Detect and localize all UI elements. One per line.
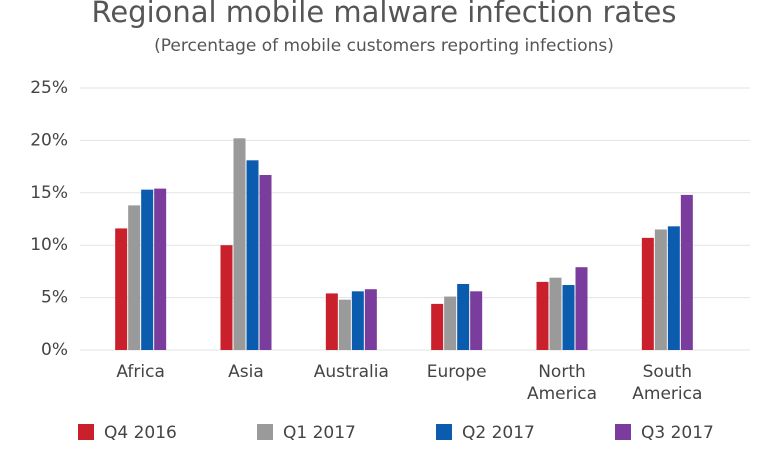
y-tick-label: 0% bbox=[41, 340, 68, 360]
bar bbox=[549, 277, 562, 350]
legend-label: Q1 2017 bbox=[283, 423, 356, 443]
bar bbox=[575, 267, 588, 350]
legend-swatch bbox=[436, 424, 452, 440]
bar bbox=[667, 226, 680, 350]
bar bbox=[444, 296, 457, 350]
bar bbox=[364, 289, 377, 350]
bar bbox=[246, 160, 259, 350]
bar bbox=[325, 293, 338, 350]
x-tick-label: Africa bbox=[116, 362, 165, 382]
x-tick-label: North America bbox=[526, 362, 598, 404]
y-tick-label: 20% bbox=[30, 130, 68, 150]
bar bbox=[680, 194, 693, 350]
bar bbox=[220, 245, 233, 350]
chart-subtitle: (Percentage of mobile customers reportin… bbox=[154, 36, 614, 56]
bar bbox=[431, 303, 444, 350]
bar bbox=[457, 283, 470, 350]
legend-label: Q3 2017 bbox=[641, 423, 714, 443]
bar bbox=[115, 228, 128, 350]
y-tick-label: 10% bbox=[30, 235, 68, 255]
legend-label: Q2 2017 bbox=[462, 423, 535, 443]
legend-swatch bbox=[615, 424, 631, 440]
bar bbox=[351, 291, 364, 350]
bar bbox=[641, 237, 654, 350]
bar bbox=[536, 281, 549, 350]
x-tick-label: Australia bbox=[313, 362, 389, 382]
bar bbox=[154, 188, 167, 350]
y-tick-label: 5% bbox=[41, 288, 68, 308]
bar bbox=[233, 138, 246, 350]
bar bbox=[654, 229, 667, 350]
legend-label: Q4 2016 bbox=[104, 423, 177, 443]
y-tick-label: 25% bbox=[30, 78, 68, 98]
bar bbox=[338, 299, 351, 350]
x-tick-label: Asia bbox=[228, 362, 264, 382]
legend-swatch bbox=[78, 424, 94, 440]
x-tick-label: South America bbox=[632, 362, 703, 404]
bar bbox=[128, 205, 141, 350]
legend-swatch bbox=[257, 424, 273, 440]
y-tick-label: 15% bbox=[30, 183, 68, 203]
bar bbox=[259, 174, 272, 350]
chart-title: Regional mobile malware infection rates bbox=[91, 0, 676, 29]
bar bbox=[141, 189, 154, 350]
x-tick-label: Europe bbox=[426, 362, 487, 382]
bar bbox=[562, 285, 575, 350]
bar bbox=[470, 291, 483, 350]
